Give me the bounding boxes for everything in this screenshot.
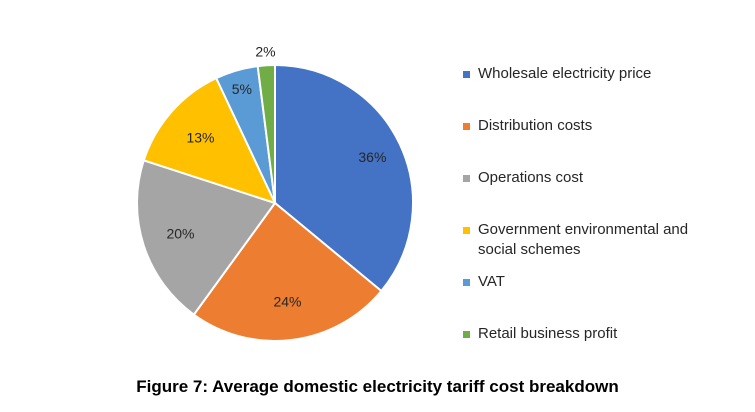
data-label-wholesale: 36%: [358, 149, 386, 165]
legend-label-retail-profit: Retail business profit: [478, 325, 618, 342]
legend-item-vat: VAT: [463, 272, 698, 292]
pie-slice-operations: [136, 159, 277, 317]
legend-item-wholesale: Wholesale electricity price: [463, 64, 698, 84]
legend-label-operations: Operations cost: [478, 169, 584, 186]
legend-item-operations: Operations cost: [463, 168, 698, 188]
legend-swatch-wholesale: [463, 71, 470, 78]
legend-swatch-vat: [463, 279, 470, 286]
legend-item-government: Government environmental and social sche…: [463, 220, 698, 260]
pie-slice-distribution: [192, 201, 383, 342]
legend-swatch-distribution: [463, 123, 470, 130]
legend-swatch-operations: [463, 175, 470, 182]
legend-item-distribution: Distribution costs: [463, 116, 698, 136]
data-label-distribution: 24%: [273, 294, 301, 310]
data-label-government: 13%: [186, 129, 214, 145]
figure-caption: Figure 7: Average domestic electricity t…: [136, 377, 619, 396]
pie-slice-government: [142, 76, 277, 205]
legend-item-retail-profit: Retail business profit: [463, 324, 698, 344]
legend-swatch-government: [463, 227, 470, 234]
legend-label-government: Government environmental and social sche…: [478, 221, 689, 258]
legend-label-distribution: Distribution costs: [478, 117, 593, 134]
data-label-vat: 5%: [232, 81, 252, 97]
legend-swatch-retail-profit: [463, 331, 470, 338]
pie-slice-retail-profit: [256, 63, 276, 204]
legend-label-vat: VAT: [478, 273, 505, 290]
data-label-retail-profit: 2%: [255, 43, 275, 59]
legend-label-wholesale: Wholesale electricity price: [478, 65, 652, 82]
data-label-operations: 20%: [166, 226, 194, 242]
pie-slice-wholesale: [274, 63, 414, 293]
